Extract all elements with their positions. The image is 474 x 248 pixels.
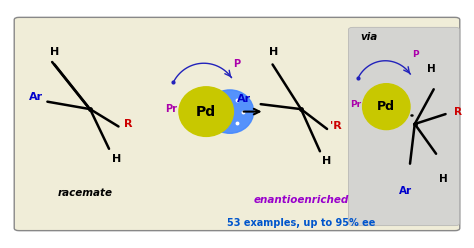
Ellipse shape	[363, 84, 410, 130]
Ellipse shape	[206, 90, 254, 133]
Text: P: P	[233, 60, 241, 69]
Text: P: P	[412, 50, 419, 59]
Text: R: R	[455, 107, 462, 117]
Text: H: H	[427, 64, 436, 74]
Text: racemate: racemate	[58, 188, 113, 198]
Text: 'R: 'R	[330, 122, 341, 131]
Text: Ar: Ar	[28, 92, 43, 102]
Text: 53 examples, up to 95% ee: 53 examples, up to 95% ee	[227, 218, 375, 228]
Text: H: H	[50, 47, 59, 57]
FancyBboxPatch shape	[348, 27, 460, 226]
Text: H: H	[111, 154, 121, 164]
Text: Ar: Ar	[237, 94, 251, 104]
Text: Ar: Ar	[399, 186, 412, 196]
FancyBboxPatch shape	[14, 17, 460, 231]
Ellipse shape	[179, 87, 233, 136]
Text: via: via	[360, 32, 377, 42]
Text: H: H	[269, 47, 278, 57]
Text: enantioenriched: enantioenriched	[254, 195, 348, 205]
Text: Pd: Pd	[377, 100, 395, 113]
Text: H: H	[322, 156, 332, 166]
Text: Pr: Pr	[164, 104, 177, 114]
Text: H: H	[439, 174, 447, 184]
Text: Pd: Pd	[196, 105, 216, 119]
Text: Pr: Pr	[350, 100, 361, 109]
Text: R: R	[124, 119, 132, 129]
